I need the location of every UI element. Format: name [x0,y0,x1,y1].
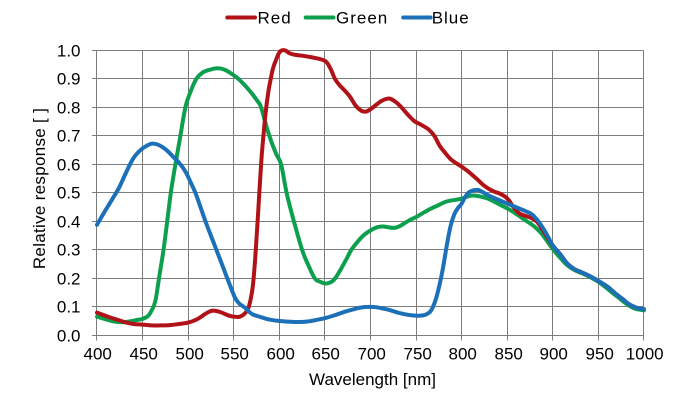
svg-text:0.9: 0.9 [57,70,81,89]
svg-text:550: 550 [221,345,249,364]
svg-text:800: 800 [449,345,477,364]
svg-text:500: 500 [176,345,204,364]
svg-text:400: 400 [84,345,112,364]
svg-text:Blue: Blue [432,9,470,28]
svg-text:Wavelength [nm]: Wavelength [nm] [309,370,436,389]
svg-text:900: 900 [540,345,568,364]
svg-text:1000: 1000 [626,345,664,364]
svg-text:0.1: 0.1 [57,298,81,317]
svg-text:850: 850 [495,345,523,364]
svg-text:600: 600 [267,345,295,364]
svg-text:0.8: 0.8 [57,99,81,118]
svg-text:0.6: 0.6 [57,156,81,175]
svg-text:Red: Red [258,9,292,28]
svg-text:Green: Green [336,9,388,28]
svg-text:0.2: 0.2 [57,270,81,289]
svg-text:650: 650 [312,345,340,364]
svg-text:450: 450 [130,345,158,364]
svg-text:700: 700 [358,345,386,364]
svg-text:750: 750 [404,345,432,364]
svg-text:1.0: 1.0 [57,42,81,61]
svg-text:950: 950 [586,345,614,364]
svg-text:0.4: 0.4 [57,213,81,232]
svg-text:0.5: 0.5 [57,184,81,203]
svg-text:0.7: 0.7 [57,127,81,146]
svg-text:Relative response [ ]: Relative response [ ] [30,108,49,269]
svg-text:0.3: 0.3 [57,241,81,260]
svg-text:0.0: 0.0 [57,327,81,346]
